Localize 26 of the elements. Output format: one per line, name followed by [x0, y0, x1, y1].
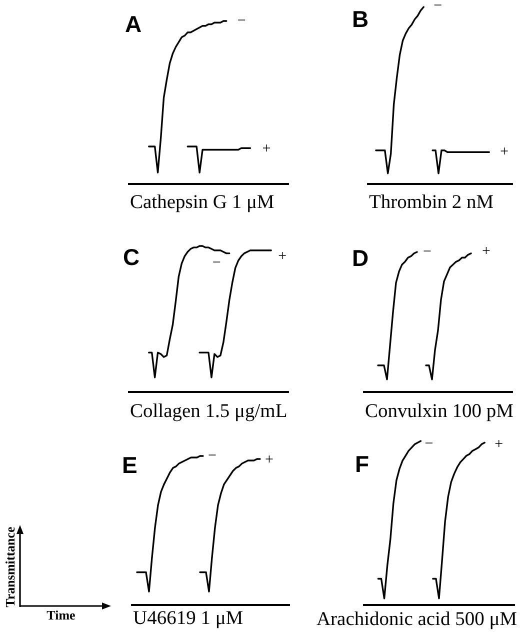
x-axis-title: Thrombin 2 nM — [369, 192, 494, 213]
x-axis-title: U46619 1 μM — [133, 608, 244, 629]
chart-title: E — [122, 452, 138, 478]
x-axis-title: Convulxin 100 pM — [365, 401, 514, 422]
chart-title: D — [352, 245, 369, 271]
chart-title: B — [352, 6, 369, 32]
series-label: − — [424, 436, 434, 452]
series-label: + — [482, 243, 490, 260]
x-axis-title: Collagen 1.5 μg/mL — [130, 401, 288, 422]
text: Time — [46, 608, 76, 622]
series-label: + — [262, 141, 271, 158]
series-label: + — [265, 452, 274, 468]
chart-title: A — [125, 11, 142, 37]
series-label: − — [423, 244, 432, 260]
x-axis-title: Arachidonic acid 500 μM — [316, 609, 517, 630]
series-label: + — [278, 248, 287, 264]
text: Transmittance — [2, 526, 18, 608]
series-label: + — [500, 144, 509, 160]
chart-title: C — [123, 244, 140, 270]
series-label: − — [237, 12, 246, 29]
series-label: + — [494, 436, 504, 453]
series-label: − — [434, 0, 442, 14]
series-label: − — [212, 255, 221, 272]
series-label: − — [208, 448, 216, 464]
x-axis-title: Cathepsin G 1 μM — [130, 192, 274, 213]
chart-title: F — [355, 451, 370, 477]
